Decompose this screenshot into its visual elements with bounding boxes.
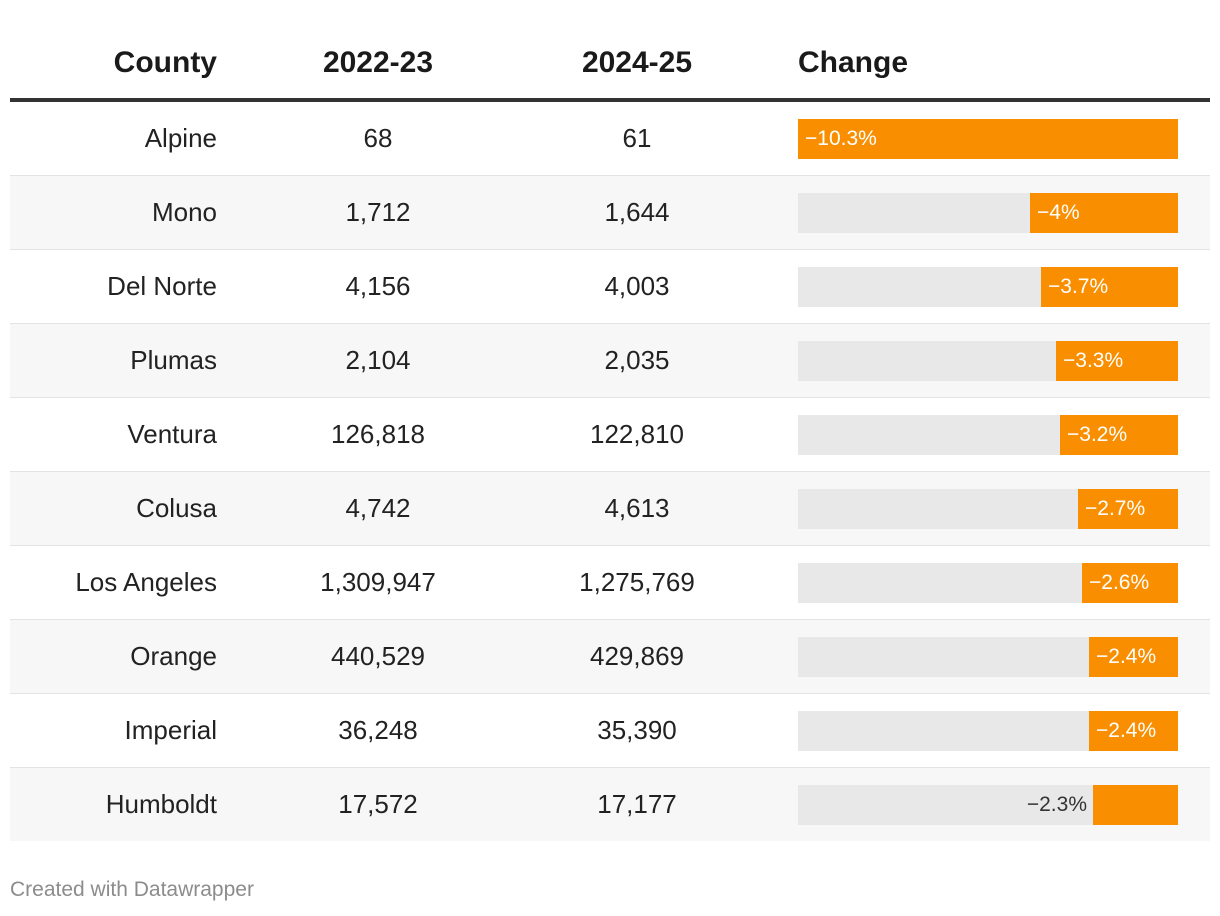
change-bar-track: −3.2% [798, 415, 1178, 455]
change-label: −3.7% [1048, 275, 1109, 298]
table-row: Orange 440,529 429,869 −2.4% [10, 620, 1210, 694]
change-label: −2.4% [1096, 719, 1157, 742]
table-row: Colusa 4,742 4,613 −2.7% [10, 472, 1210, 546]
value-2022-23-cell: 2,104 [345, 345, 411, 375]
table-row: Ventura 126,818 122,810 −3.2% [10, 398, 1210, 472]
value-2022-23-cell: 1,309,947 [320, 567, 436, 597]
county-cell: Plumas [130, 345, 217, 375]
table-row: Imperial 36,248 35,390 −2.4% [10, 694, 1210, 768]
table-row: Los Angeles 1,309,947 1,275,769 −2.6% [10, 546, 1210, 620]
table-header: County 2022-23 2024-25 Change [10, 30, 1210, 102]
value-2024-25-cell: 61 [622, 123, 652, 153]
change-bar [1056, 341, 1178, 381]
county-cell: Orange [130, 641, 217, 671]
change-bar [1041, 267, 1178, 307]
header-2022-23[interactable]: 2022-23 [322, 46, 434, 79]
change-bar [1082, 563, 1178, 603]
change-label: −10.3% [805, 127, 877, 150]
change-bar-track: −3.3% [798, 341, 1178, 381]
change-label: −2.4% [1096, 645, 1157, 668]
value-2024-25-cell: 1,644 [604, 197, 670, 227]
header-2024-25[interactable]: 2024-25 [581, 46, 693, 79]
change-bar [1089, 637, 1178, 677]
header-county[interactable]: County [113, 46, 217, 79]
value-2024-25-cell: 429,869 [590, 641, 684, 671]
change-bar-track: −3.7% [798, 267, 1178, 307]
table-row: Alpine 68 61 −10.3% [10, 102, 1210, 176]
county-cell: Ventura [127, 419, 217, 449]
change-bar-track: −10.3% [798, 119, 1178, 159]
table-row: Plumas 2,104 2,035 −3.3% [10, 324, 1210, 398]
value-2022-23-cell: 36,248 [338, 715, 418, 745]
change-label: −2.7% [1085, 497, 1146, 520]
value-2024-25-cell: 17,177 [597, 789, 677, 819]
value-2024-25-cell: 122,810 [590, 419, 684, 449]
change-bar [1060, 415, 1178, 455]
change-bar-track: −2.4% [798, 637, 1178, 677]
change-label: −2.3% [1026, 793, 1087, 816]
value-2024-25-cell: 4,613 [604, 493, 670, 523]
change-bar [1030, 193, 1178, 233]
county-cell: Imperial [124, 715, 217, 745]
value-2022-23-cell: 17,572 [338, 789, 418, 819]
change-bar-track: −4% [798, 193, 1178, 233]
value-2024-25-cell: 1,275,769 [579, 567, 695, 597]
value-2022-23-cell: 1,712 [345, 197, 411, 227]
county-cell: Los Angeles [75, 567, 217, 597]
change-label: −3.3% [1063, 349, 1124, 372]
table-row: Del Norte 4,156 4,003 −3.7% [10, 250, 1210, 324]
table-row: Humboldt 17,572 17,177 −2.3% [10, 768, 1210, 841]
change-bar-track: −2.4% [798, 711, 1178, 751]
county-cell: Humboldt [105, 789, 217, 819]
value-2022-23-cell: 4,742 [345, 493, 411, 523]
value-2022-23-cell: 126,818 [331, 419, 425, 449]
change-bar-track: −2.7% [798, 489, 1178, 529]
county-cell: Mono [151, 197, 217, 227]
table-body: Alpine 68 61 −10.3% Mono 1,712 1,644 −4% Del Nor… [10, 102, 1210, 841]
change-bar [1089, 711, 1178, 751]
county-cell: Del Norte [107, 271, 217, 301]
county-cell: Colusa [136, 493, 217, 523]
change-bar [1093, 785, 1178, 825]
value-2024-25-cell: 35,390 [597, 715, 677, 745]
change-bar [1078, 489, 1178, 529]
change-bar [798, 119, 1178, 159]
data-table: County 2022-23 2024-25 Change Alpine 68 61… [10, 30, 1210, 841]
change-bar-track: −2.3% [798, 785, 1178, 825]
value-2024-25-cell: 4,003 [604, 271, 670, 301]
change-label: −4% [1037, 201, 1080, 224]
value-2024-25-cell: 2,035 [604, 345, 670, 375]
value-2022-23-cell: 68 [363, 123, 393, 153]
value-2022-23-cell: 440,529 [331, 641, 425, 671]
county-cell: Alpine [144, 123, 217, 153]
change-label: −2.6% [1089, 571, 1150, 594]
table-row: Mono 1,712 1,644 −4% [10, 176, 1210, 250]
value-2022-23-cell: 4,156 [345, 271, 411, 301]
datawrapper-credit[interactable]: Created with Datawrapper [10, 878, 254, 901]
change-bar-track: −2.6% [798, 563, 1178, 603]
change-label: −3.2% [1067, 423, 1128, 446]
header-change[interactable]: Change [798, 46, 909, 79]
